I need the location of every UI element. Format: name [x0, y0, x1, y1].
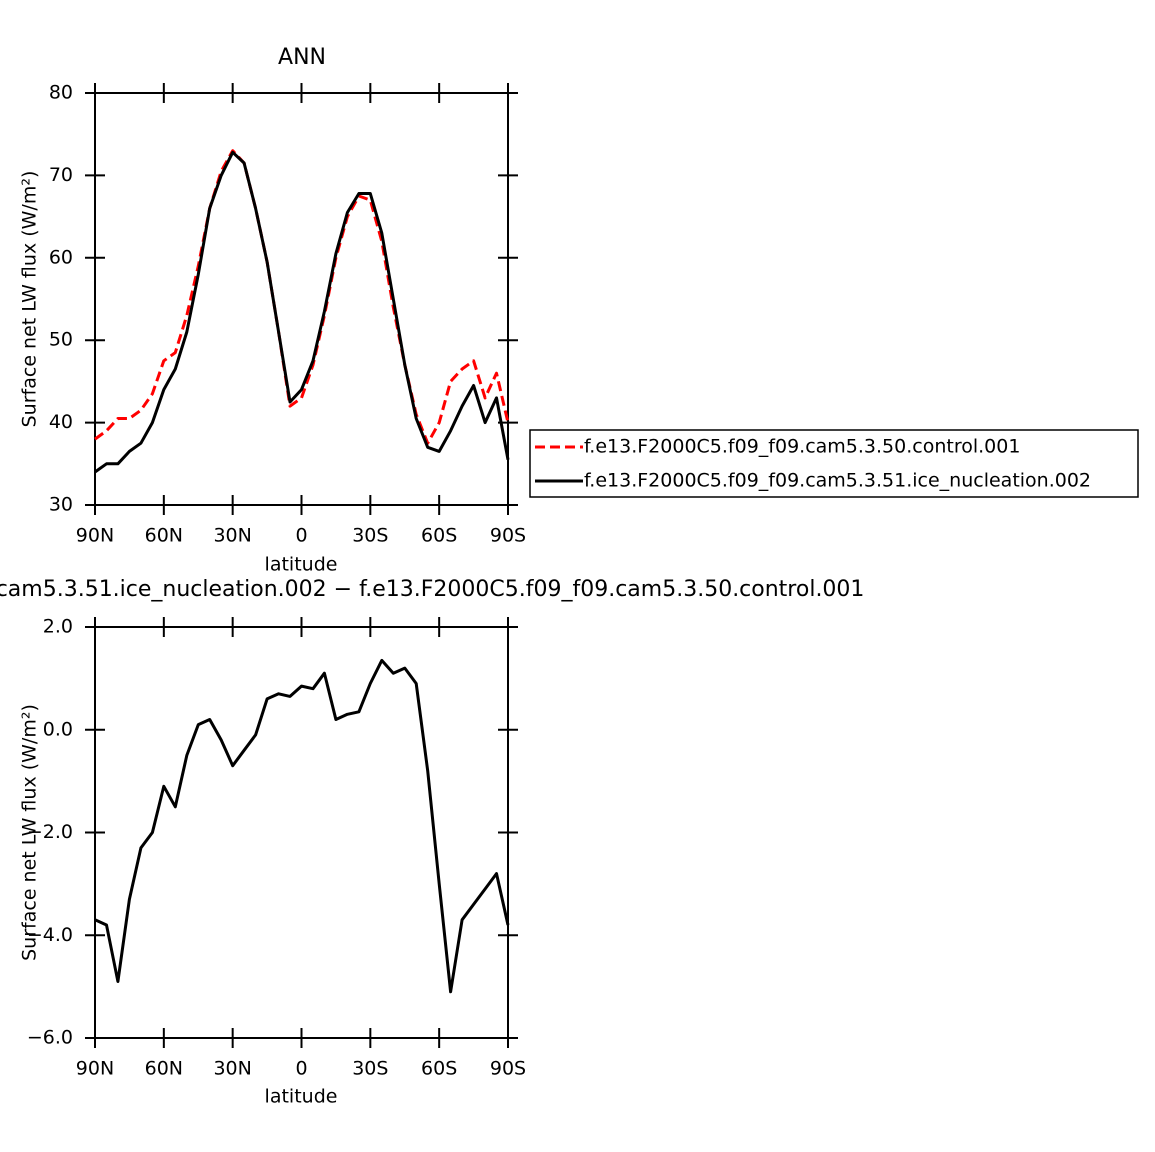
y-tick-label: 70: [49, 164, 73, 186]
data-line: [94, 150, 510, 474]
x-tick-label: 30S: [352, 525, 388, 547]
y-tick-label: 30: [49, 494, 73, 516]
x-tick-label: 30S: [352, 1058, 388, 1080]
x-tick-label: 0: [295, 1058, 307, 1080]
x-tick-label: 60S: [421, 525, 457, 547]
y-tick-label: −2.0: [27, 821, 73, 843]
panel: f.e13.F2000C5.f09_f09.cam5.3.51.ice_nucl…: [0, 577, 864, 1108]
y-tick-label: 80: [49, 82, 73, 104]
x-tick-label: 90N: [76, 1058, 114, 1080]
y-tick-label: 50: [49, 329, 73, 351]
y-tick-label: 0.0: [43, 718, 73, 740]
x-axis-label: latitude: [265, 1086, 338, 1108]
legend-label: f.e13.F2000C5.f09_f09.cam5.3.50.control.…: [584, 436, 1020, 458]
x-tick-label: 30N: [213, 525, 251, 547]
legend: f.e13.F2000C5.f09_f09.cam5.3.50.control.…: [529, 429, 1139, 498]
plot-frame: [94, 626, 509, 1039]
x-axis-label: latitude: [265, 554, 338, 576]
y-axis-label: Surface net LW flux (W/m²): [19, 704, 41, 961]
y-tick-label: 2.0: [43, 616, 73, 638]
data-line: [94, 149, 510, 445]
x-tick-label: 60N: [145, 1058, 183, 1080]
chart-title: f.e13.F2000C5.f09_f09.cam5.3.51.ice_nucl…: [0, 577, 864, 602]
legend-box: [529, 429, 1139, 498]
plot-frame: [94, 92, 509, 506]
y-label-group: Surface net LW flux (W/m²): [19, 704, 41, 961]
legend-label: f.e13.F2000C5.f09_f09.cam5.3.51.ice_nucl…: [584, 470, 1091, 492]
x-tick-label: 30N: [213, 1058, 251, 1080]
y-axis-label: Surface net LW flux (W/m²): [19, 171, 41, 428]
panel: ANN latitude Surface net LW flux (W/m²) 30 4…: [19, 45, 527, 576]
y-tick-label: 60: [49, 246, 73, 268]
x-tick-label: 90N: [76, 525, 114, 547]
y-tick-label: −4.0: [27, 924, 73, 946]
chart-title: ANN: [278, 45, 326, 70]
y-tick-label: −6.0: [27, 1027, 73, 1049]
x-tick-label: 0: [295, 525, 307, 547]
x-tick-label: 90S: [490, 1058, 526, 1080]
y-tick-label: 40: [49, 411, 73, 433]
x-tick-label: 60N: [145, 525, 183, 547]
x-tick-label: 60S: [421, 1058, 457, 1080]
x-tick-label: 90S: [490, 525, 526, 547]
data-line: [94, 658, 510, 994]
